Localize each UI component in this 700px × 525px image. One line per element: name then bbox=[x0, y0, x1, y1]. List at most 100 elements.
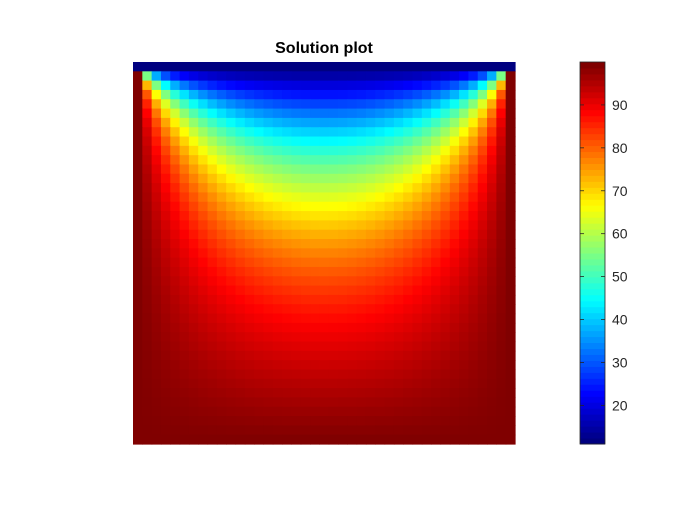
heatmap-cell bbox=[421, 192, 432, 203]
heatmap-cell bbox=[468, 192, 479, 203]
heatmap-cell bbox=[505, 145, 516, 156]
heatmap-cell bbox=[393, 266, 404, 277]
heatmap-cell bbox=[356, 173, 367, 184]
heatmap-cell bbox=[235, 294, 246, 305]
heatmap-cell bbox=[179, 173, 190, 184]
heatmap-cell bbox=[328, 239, 339, 249]
heatmap-cell bbox=[291, 239, 302, 249]
heatmap-cell bbox=[347, 266, 358, 277]
heatmap-cell bbox=[272, 304, 283, 315]
heatmap-cell bbox=[198, 127, 209, 138]
heatmap-cell bbox=[244, 229, 255, 240]
heatmap-cell bbox=[142, 71, 153, 82]
heatmap-cell bbox=[328, 229, 339, 240]
heatmap-cell bbox=[384, 108, 395, 119]
heatmap-cell bbox=[505, 80, 516, 91]
heatmap-cell bbox=[477, 388, 488, 399]
heatmap-cell bbox=[468, 62, 479, 72]
heatmap-cell bbox=[291, 378, 302, 389]
heatmap-cell bbox=[403, 378, 414, 389]
heatmap-cell bbox=[188, 62, 199, 72]
heatmap-cell bbox=[347, 248, 358, 259]
heatmap-cell bbox=[505, 71, 516, 82]
heatmap-cell bbox=[496, 173, 507, 184]
heatmap-cell bbox=[496, 89, 507, 100]
heatmap-cell bbox=[440, 397, 451, 408]
heatmap-cell bbox=[496, 62, 507, 72]
heatmap-cell bbox=[421, 406, 432, 417]
heatmap-cell bbox=[188, 164, 199, 175]
heatmap-cell bbox=[188, 397, 199, 408]
heatmap-cell bbox=[272, 388, 283, 399]
heatmap-cell bbox=[263, 388, 274, 399]
heatmap-cell bbox=[328, 108, 339, 119]
heatmap-cell bbox=[170, 350, 181, 361]
heatmap-cell bbox=[356, 183, 367, 194]
heatmap-cell bbox=[310, 416, 320, 426]
heatmap-cell bbox=[505, 322, 516, 333]
heatmap-cell bbox=[365, 304, 376, 315]
heatmap-cell bbox=[505, 416, 516, 426]
heatmap-cell bbox=[216, 117, 227, 128]
heatmap-cell bbox=[375, 62, 386, 72]
heatmap-cell bbox=[282, 397, 292, 408]
heatmap-cell bbox=[179, 406, 190, 417]
heatmap-cell bbox=[310, 220, 320, 231]
heatmap-cell bbox=[328, 127, 339, 138]
heatmap-cell bbox=[496, 248, 507, 259]
heatmap-cell bbox=[226, 71, 237, 82]
heatmap-cell bbox=[300, 183, 311, 194]
heatmap-cell bbox=[142, 220, 153, 231]
heatmap-cell bbox=[412, 360, 423, 371]
heatmap-cell bbox=[272, 266, 283, 277]
heatmap-cell bbox=[468, 155, 479, 166]
heatmap-cell bbox=[291, 80, 302, 91]
heatmap-cell bbox=[179, 71, 190, 82]
heatmap-cell bbox=[365, 378, 376, 389]
heatmap-cell bbox=[487, 276, 497, 287]
heatmap-cell bbox=[477, 313, 488, 324]
heatmap-cell bbox=[226, 108, 237, 119]
heatmap-cell bbox=[133, 313, 143, 324]
heatmap-cell bbox=[468, 108, 479, 119]
heatmap-cell bbox=[254, 80, 265, 91]
heatmap-cell bbox=[282, 341, 292, 352]
heatmap-cell bbox=[170, 257, 181, 268]
heatmap-cell bbox=[356, 89, 367, 100]
heatmap-cell bbox=[421, 322, 432, 333]
heatmap-cell bbox=[216, 89, 227, 100]
heatmap-cell bbox=[459, 285, 470, 296]
heatmap-cell bbox=[133, 257, 143, 268]
heatmap-cell bbox=[244, 276, 255, 287]
heatmap-cell bbox=[319, 108, 330, 119]
heatmap-cell bbox=[347, 201, 358, 212]
heatmap-cell bbox=[235, 378, 246, 389]
heatmap-cell bbox=[133, 369, 143, 380]
heatmap-cell bbox=[421, 211, 432, 221]
heatmap-cell bbox=[160, 99, 171, 110]
heatmap-cell bbox=[337, 211, 348, 221]
heatmap-cell bbox=[431, 229, 442, 240]
heatmap-cell bbox=[384, 201, 395, 212]
heatmap-cell bbox=[477, 220, 488, 231]
heatmap-cell bbox=[160, 71, 171, 82]
heatmap-cell bbox=[375, 145, 386, 156]
chart-title: Solution plot bbox=[275, 40, 373, 57]
heatmap-cell bbox=[393, 192, 404, 203]
heatmap-cell bbox=[319, 350, 330, 361]
heatmap-cell bbox=[347, 313, 358, 324]
heatmap-cell bbox=[384, 322, 395, 333]
heatmap-cell bbox=[403, 294, 414, 305]
colorbar-band bbox=[580, 205, 605, 212]
heatmap-cell bbox=[244, 294, 255, 305]
heatmap-cell bbox=[179, 294, 190, 305]
heatmap-cell bbox=[235, 192, 246, 203]
heatmap-cell bbox=[393, 127, 404, 138]
heatmap-cell bbox=[337, 136, 348, 147]
heatmap-cell bbox=[188, 350, 199, 361]
heatmap-cell bbox=[272, 108, 283, 119]
heatmap-cell bbox=[291, 332, 302, 343]
heatmap-cell bbox=[207, 108, 218, 119]
heatmap-cell bbox=[365, 248, 376, 259]
heatmap-cell bbox=[477, 248, 488, 259]
